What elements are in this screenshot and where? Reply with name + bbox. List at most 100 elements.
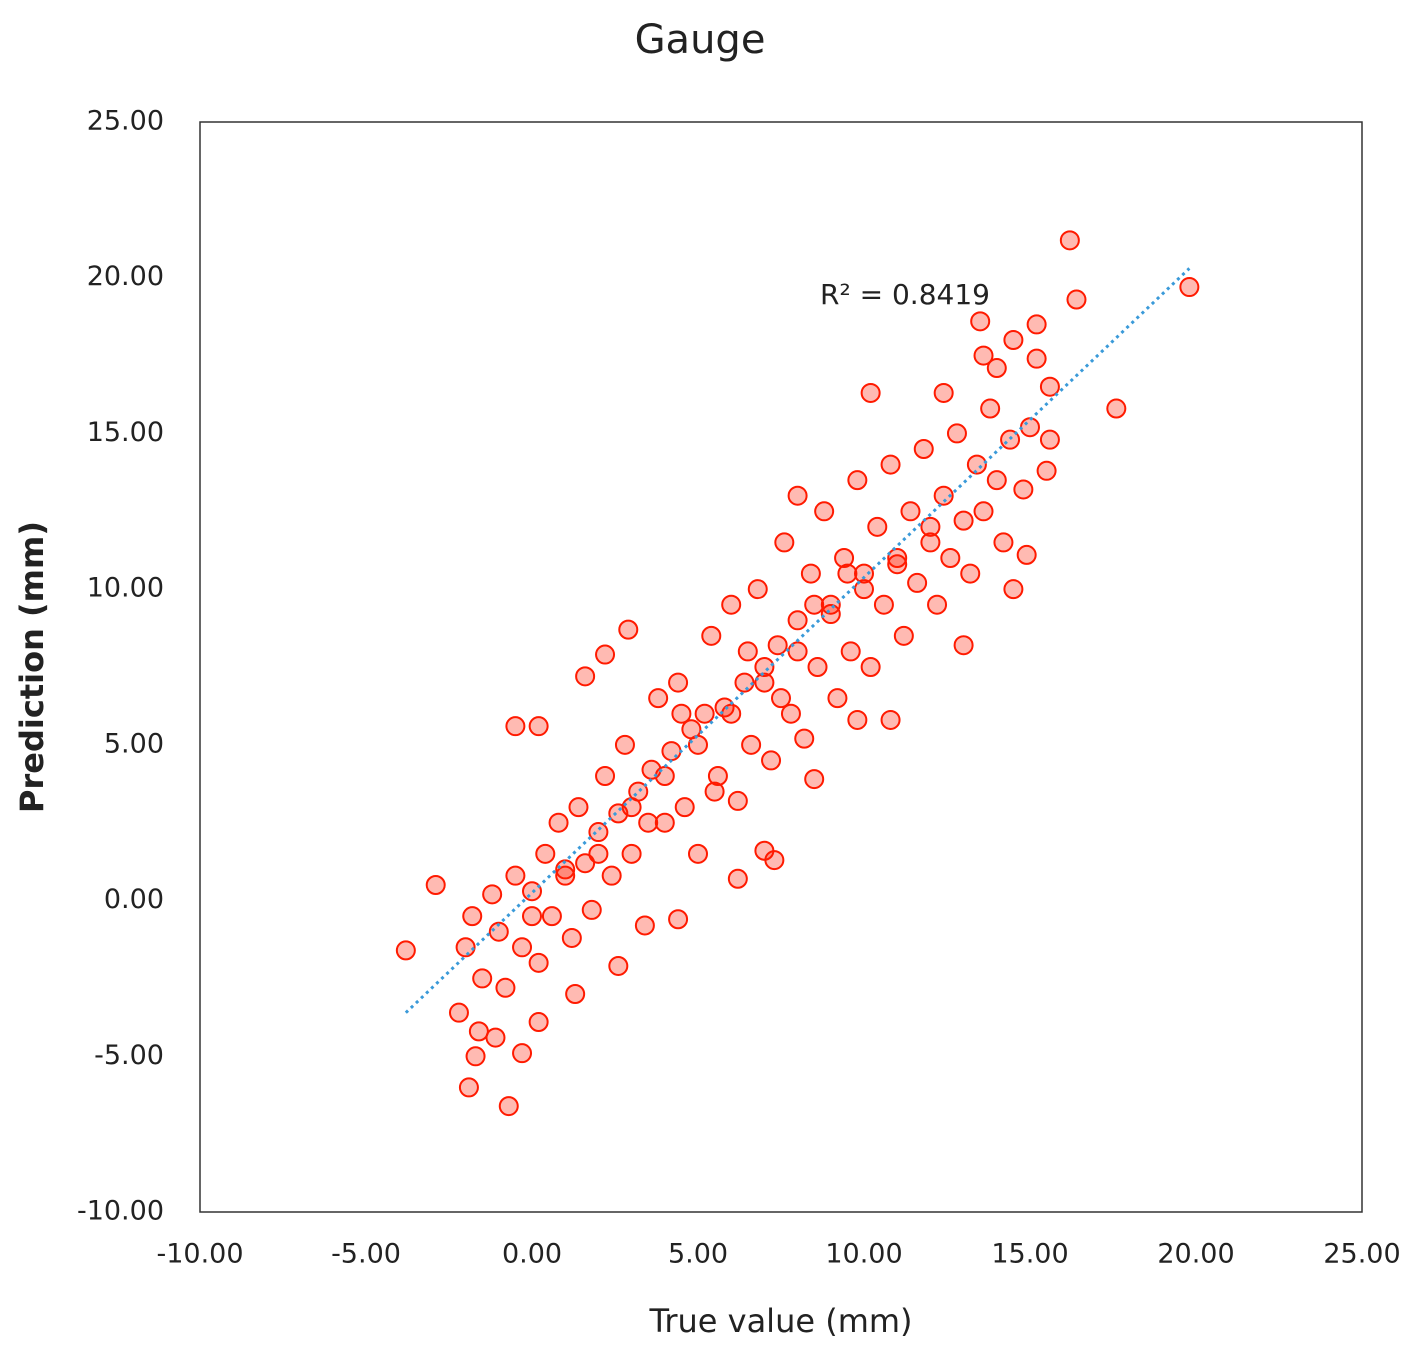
point	[973, 345, 994, 366]
x-tick-label: 0.00	[502, 1239, 562, 1270]
point	[485, 1027, 506, 1048]
point	[927, 594, 948, 615]
point	[522, 906, 542, 927]
point	[565, 984, 586, 1004]
y-tick-label: -5.00	[94, 1040, 164, 1071]
point	[1026, 314, 1047, 335]
point	[425, 875, 446, 895]
point	[920, 516, 941, 537]
point	[854, 579, 874, 600]
point	[754, 657, 775, 677]
point	[1039, 376, 1060, 397]
point	[1020, 417, 1040, 438]
point	[860, 382, 881, 403]
point	[561, 927, 582, 948]
point	[575, 853, 596, 874]
point	[993, 532, 1014, 553]
point	[887, 554, 908, 575]
point	[1059, 230, 1080, 251]
point	[741, 734, 762, 755]
point	[1066, 289, 1087, 310]
point	[953, 510, 974, 531]
point	[946, 423, 967, 444]
point	[1016, 544, 1037, 565]
point	[787, 485, 808, 506]
point	[528, 716, 549, 737]
point	[575, 666, 596, 687]
point	[614, 734, 635, 755]
point	[794, 728, 815, 749]
point	[634, 915, 655, 936]
point	[887, 548, 908, 568]
x-tick-label: 15.00	[991, 1239, 1068, 1270]
point	[814, 501, 835, 522]
x-tick-label: 5.00	[668, 1239, 728, 1270]
point	[548, 812, 569, 833]
point	[966, 454, 987, 475]
point	[465, 1046, 486, 1067]
point	[893, 625, 914, 646]
point	[588, 822, 609, 843]
x-tick-label: 25.00	[1323, 1239, 1400, 1270]
point	[674, 797, 695, 818]
point	[953, 635, 974, 656]
point	[986, 358, 1007, 379]
y-tick-label: 0.00	[104, 884, 164, 915]
point	[472, 968, 493, 989]
point	[873, 594, 894, 615]
point	[980, 398, 1001, 419]
point	[694, 703, 715, 724]
point	[458, 1077, 479, 1098]
x-tick-label: 10.00	[825, 1239, 902, 1270]
point	[727, 868, 748, 889]
x-tick-label: 20.00	[1157, 1239, 1234, 1270]
point	[495, 977, 516, 998]
point	[668, 672, 689, 693]
point	[867, 516, 888, 537]
point	[780, 703, 801, 724]
point	[707, 766, 728, 786]
point	[588, 843, 609, 864]
y-tick-label: 5.00	[104, 728, 164, 759]
point	[800, 563, 821, 584]
point	[621, 843, 642, 864]
point	[933, 382, 954, 403]
point	[555, 865, 576, 886]
point	[621, 797, 642, 818]
point	[568, 797, 589, 818]
point	[847, 709, 868, 730]
point	[505, 865, 526, 886]
point	[462, 906, 483, 927]
point	[734, 672, 755, 693]
point	[1106, 398, 1127, 419]
y-axis-label: Prediction (mm)	[13, 521, 51, 813]
point	[1039, 429, 1060, 450]
point	[688, 734, 708, 755]
point	[754, 672, 775, 693]
point	[860, 657, 881, 677]
point	[721, 594, 742, 615]
point	[448, 1002, 469, 1023]
point	[595, 766, 616, 786]
point	[528, 1012, 549, 1033]
point	[1003, 579, 1024, 600]
point	[827, 688, 848, 709]
y-tick-label: 25.00	[87, 106, 164, 137]
point	[880, 709, 901, 730]
point	[704, 781, 725, 802]
point	[837, 563, 858, 584]
point	[595, 644, 616, 665]
point	[900, 501, 921, 522]
annotation: R² = 0.8419	[820, 278, 990, 311]
point	[395, 940, 416, 961]
point	[834, 548, 855, 568]
point	[1036, 460, 1057, 481]
y-tick-label: 10.00	[87, 573, 164, 604]
point	[618, 619, 639, 640]
point	[505, 716, 526, 737]
x-tick-label: -5.00	[331, 1239, 401, 1270]
point	[1013, 479, 1034, 500]
point	[528, 952, 549, 973]
point	[468, 1021, 489, 1042]
point	[940, 548, 961, 568]
